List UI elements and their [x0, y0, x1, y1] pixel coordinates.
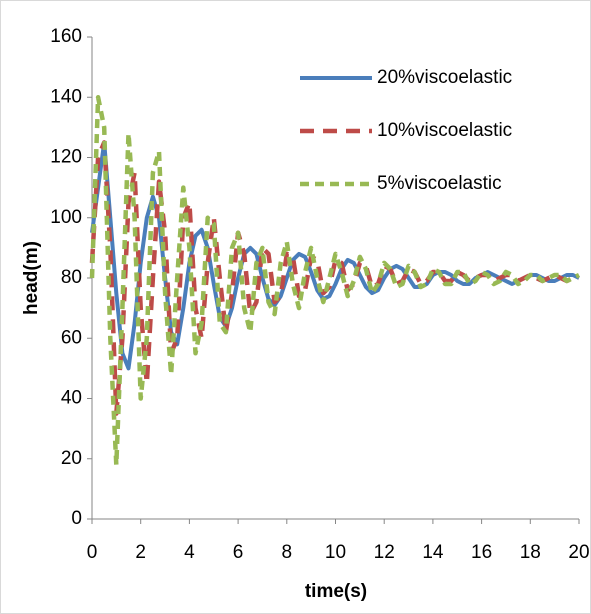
- legend-label: 5%viscoelastic: [377, 173, 502, 194]
- y-tick-label: 160: [50, 26, 82, 47]
- series-line: [89, 95, 580, 468]
- x-axis-title: time(s): [305, 581, 367, 602]
- y-tick-label: 80: [61, 267, 82, 288]
- y-tick-label: 40: [61, 388, 82, 409]
- x-tick-label: 0: [87, 542, 98, 563]
- y-tick-label: 60: [61, 327, 82, 348]
- x-tick-label: 2: [135, 542, 146, 563]
- x-tick-label: 12: [374, 542, 395, 563]
- y-tick-label: 140: [50, 86, 82, 107]
- legend-label: 20%viscoelastic: [377, 67, 512, 88]
- x-tick-label: 8: [282, 542, 293, 563]
- x-tick-label: 14: [422, 542, 444, 563]
- y-tick-label: 100: [50, 207, 82, 228]
- x-tick-label: 20: [568, 542, 589, 563]
- y-tick-label: 0: [71, 508, 82, 529]
- x-tick-label: 4: [184, 542, 195, 563]
- x-tick-label: 10: [325, 542, 346, 563]
- x-tick-label: 18: [520, 542, 541, 563]
- x-tick-label: 16: [471, 542, 492, 563]
- x-tick-label: 6: [233, 542, 244, 563]
- legend-label: 10%viscoelastic: [377, 120, 512, 141]
- y-axis-title: head(m): [21, 241, 42, 315]
- y-tick-label: 120: [50, 147, 82, 168]
- y-tick-label: 20: [61, 448, 82, 469]
